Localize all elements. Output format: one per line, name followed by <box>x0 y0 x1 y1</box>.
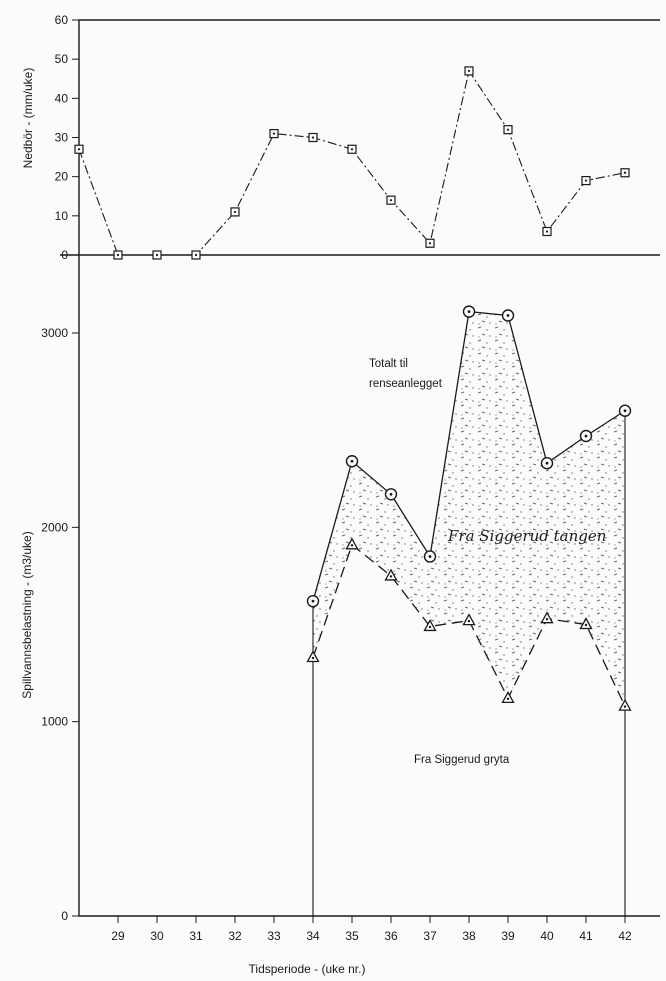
x-tick-label: 42 <box>618 929 632 943</box>
gryta-point <box>306 650 320 663</box>
precip-point-dot <box>194 253 198 257</box>
x-tick-label: 36 <box>384 929 398 943</box>
precip-point-dot <box>506 128 510 131</box>
precip-point-dot <box>428 242 432 245</box>
gryta-point-dot <box>584 623 588 627</box>
total-point-dot <box>350 459 354 463</box>
precip-point-dot <box>584 179 588 182</box>
total-point-dot <box>623 409 627 413</box>
precip-point-dot <box>155 253 159 257</box>
precip-point-dot <box>311 136 315 139</box>
annotation-gryta: Fra Siggerud gryta <box>414 754 510 766</box>
precip-point-dot <box>545 230 549 233</box>
gryta-point <box>579 617 593 630</box>
wastewater-y-tick-label: 1000 <box>41 715 68 729</box>
x-tick-label: 39 <box>501 929 515 943</box>
precipitation-y-axis-label: Nedbör - (mm/uke) <box>21 68 35 169</box>
x-tick-label: 29 <box>111 929 125 943</box>
precip-point-dot <box>233 210 237 214</box>
x-tick-label: 41 <box>579 929 593 943</box>
gryta-point <box>540 611 554 624</box>
precip-y-tick-label: 60 <box>55 13 69 27</box>
x-tick-label: 30 <box>150 929 164 943</box>
total-point-dot <box>545 461 549 465</box>
wastewater-y-tick-label: 0 <box>61 909 68 923</box>
wastewater-y-axis-label: Spillvannsbelastning - (m3/uke) <box>20 531 34 698</box>
wastewater-y-tick-label: 2000 <box>41 520 68 534</box>
gryta-point-dot <box>350 544 354 547</box>
total-point-dot <box>584 434 588 438</box>
precip-y-tick-label: 50 <box>55 52 69 66</box>
gryta-point <box>618 698 632 711</box>
x-tick-label: 32 <box>228 929 242 943</box>
precipitation-panel: 0 10 20 30 40 50 60 <box>55 13 660 262</box>
precip-point-dot <box>116 253 120 257</box>
annotation-tangen: Fra Siggerud tangen <box>447 527 606 545</box>
wastewater-y-tick-label: 3000 <box>41 326 68 340</box>
x-tick-label: 38 <box>462 929 476 943</box>
x-tick-label: 31 <box>189 929 203 943</box>
gryta-point-dot <box>467 619 471 623</box>
precip-point-dot <box>623 171 627 174</box>
gryta-point <box>462 613 476 626</box>
precip-point-dot <box>272 132 276 135</box>
wastewater-panel: 0 1000 2000 3000 29 30 31 32 33 34 35 36 37 38 39 40 41 4… <box>41 255 660 943</box>
x-tick-label: 40 <box>540 929 554 943</box>
total-point-dot <box>467 310 471 314</box>
precip-y-tick-label: 40 <box>55 91 69 105</box>
gryta-point <box>501 690 515 703</box>
gryta-point-dot <box>623 705 627 708</box>
precip-point-dot <box>350 148 354 151</box>
precip-y-tick-label: 30 <box>55 131 69 145</box>
precip-y-tick-label: 10 <box>55 209 69 223</box>
annotation-total-line1: Totalt til <box>369 358 408 370</box>
precip-point-dot <box>467 69 471 73</box>
gryta-point <box>384 568 398 581</box>
annotation-total-line2: renseanlegget <box>369 378 443 390</box>
precip-y-tick-label: 20 <box>55 170 69 184</box>
precip-point-dot <box>77 148 81 151</box>
x-tick-label: 35 <box>345 929 359 943</box>
gryta-point-dot <box>545 617 549 621</box>
gryta-point <box>423 619 437 632</box>
precip-y-tick-label: 0 <box>61 248 68 262</box>
x-tick-label: 37 <box>423 929 437 943</box>
precip-point-dot <box>389 199 393 202</box>
total-point-dot <box>311 599 315 603</box>
x-axis-label: Tidsperiode - (uke nr.) <box>249 962 366 976</box>
gryta-point-dot <box>389 575 393 578</box>
total-point-dot <box>506 314 510 317</box>
tangen-shaded-area <box>313 311 625 707</box>
gryta-point-dot <box>428 625 432 629</box>
gryta-point-dot <box>311 656 315 660</box>
gryta-point <box>345 537 359 550</box>
x-tick-label: 33 <box>267 929 281 943</box>
gryta-point-dot <box>506 697 510 701</box>
total-point-dot <box>389 492 393 496</box>
x-tick-label: 34 <box>306 929 320 943</box>
total-point-dot <box>428 555 432 558</box>
